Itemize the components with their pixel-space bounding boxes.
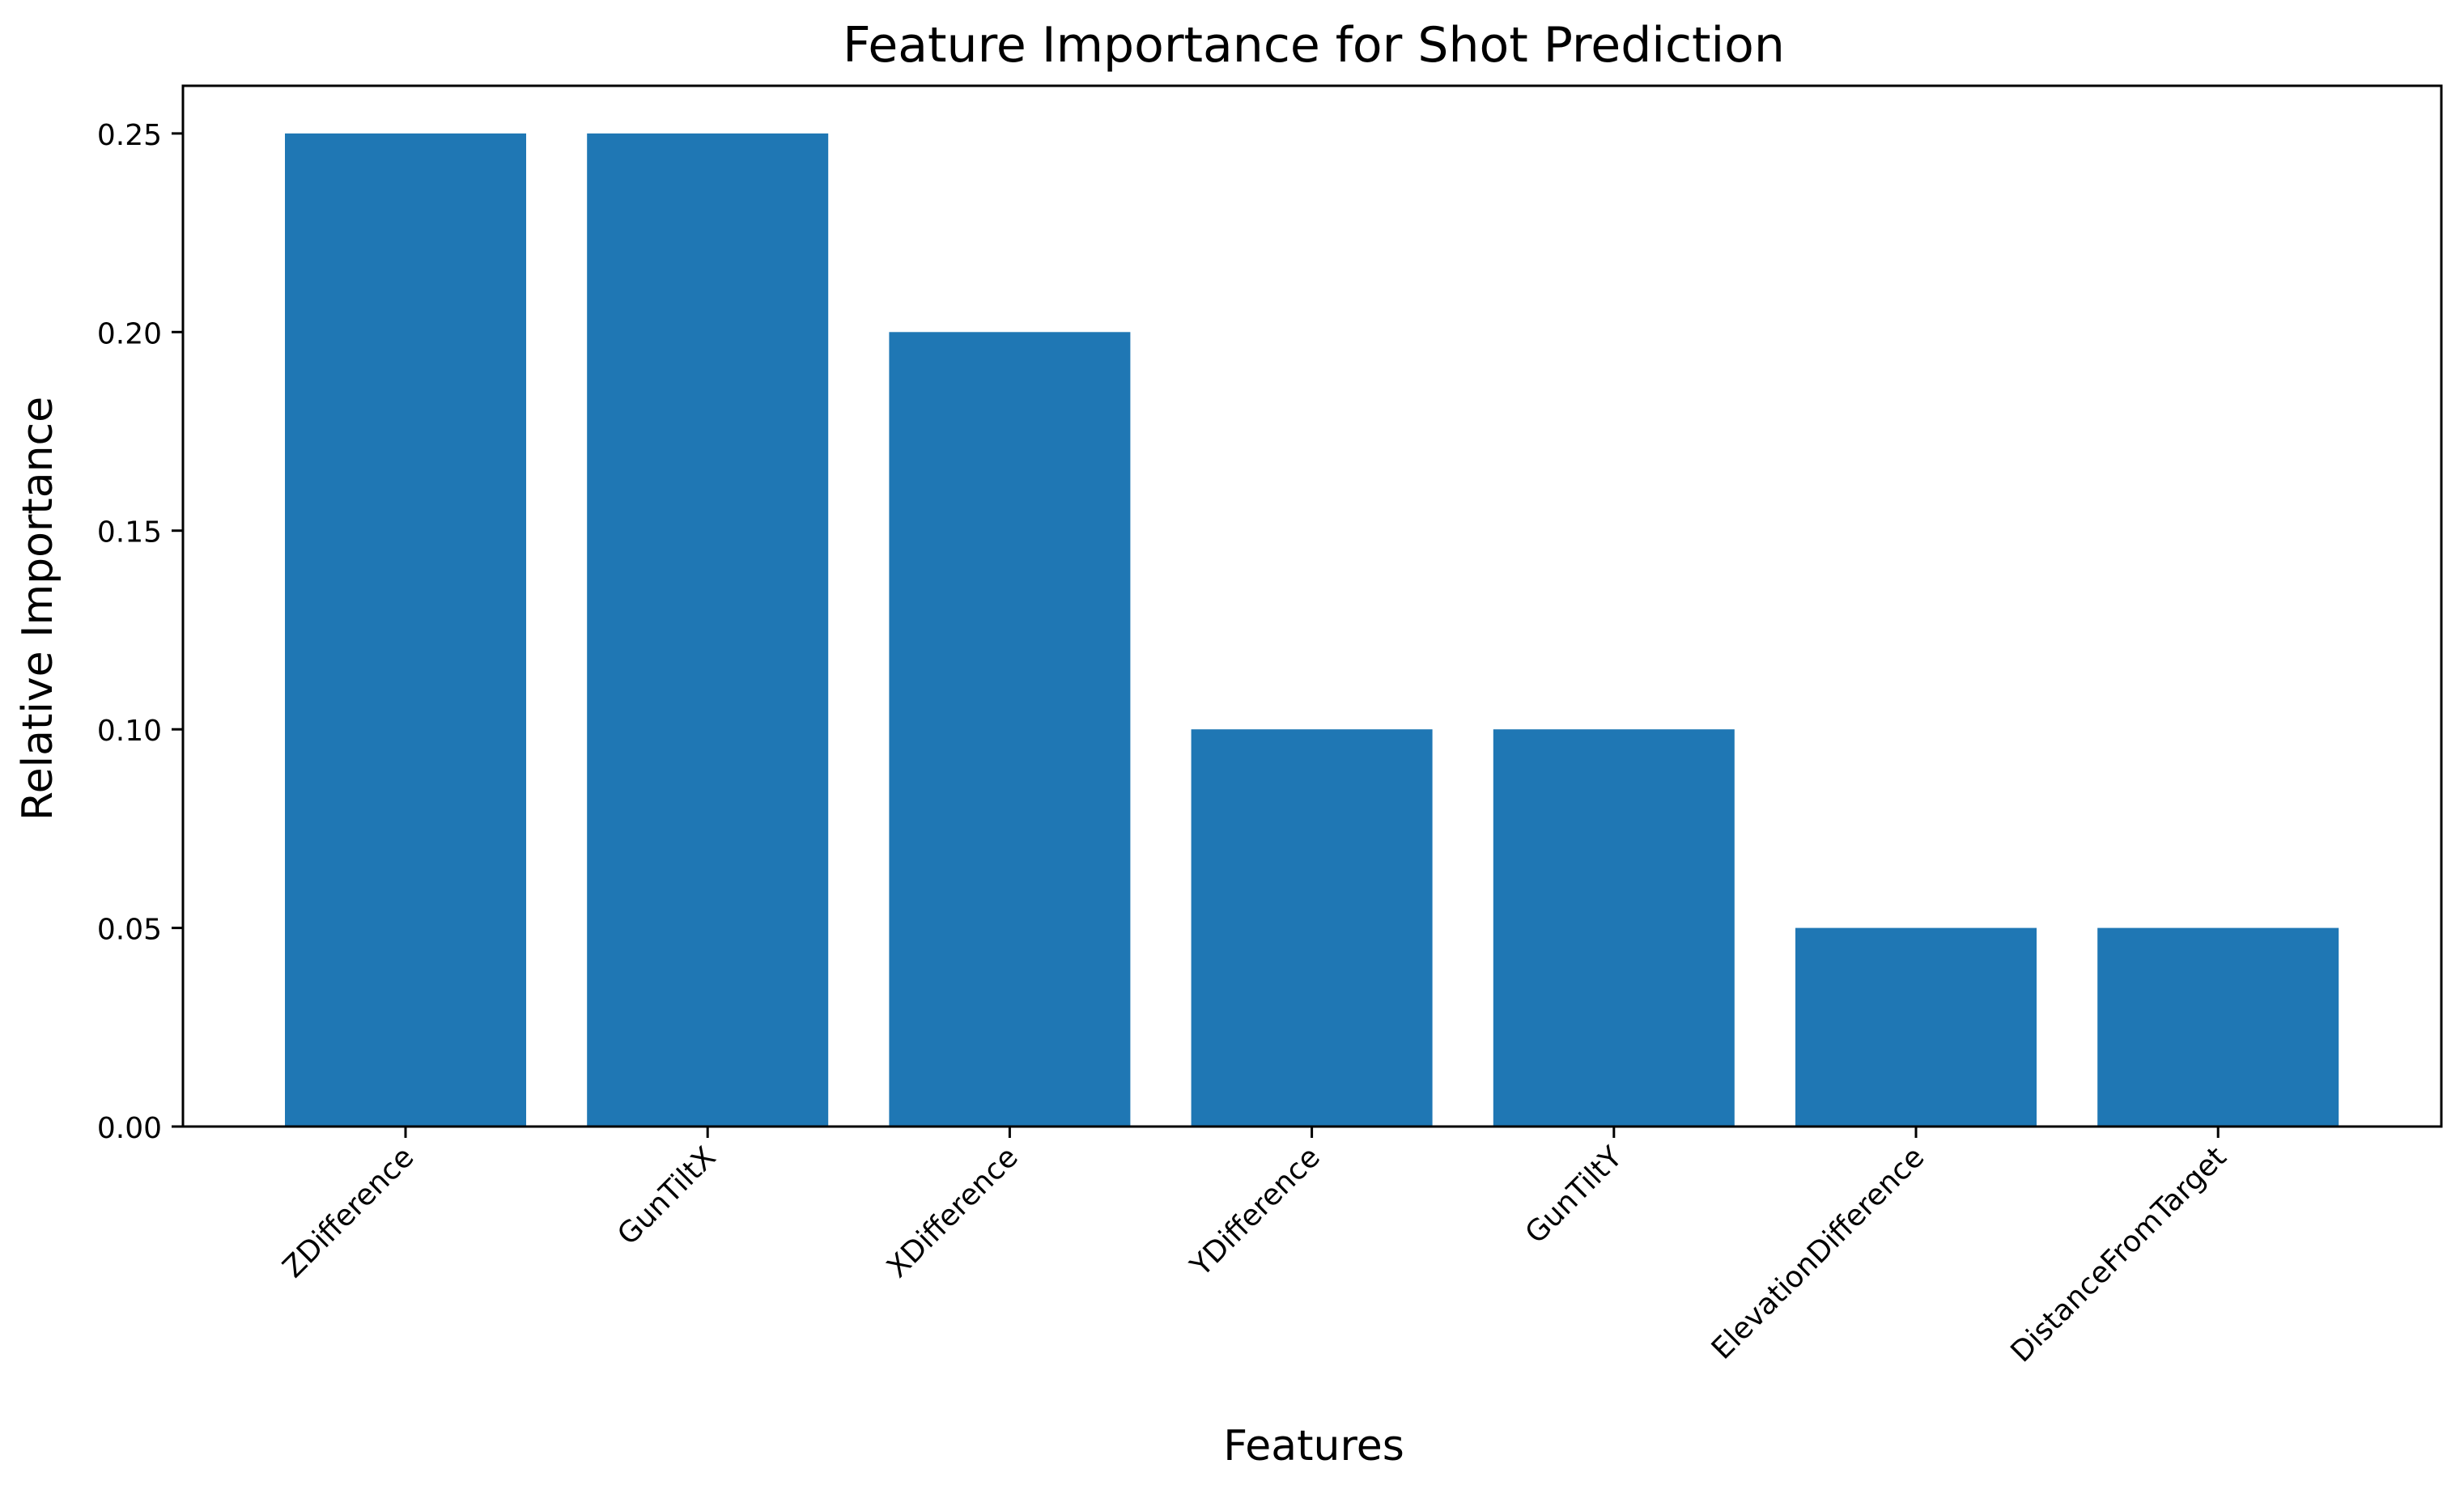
- bar-zdifference: [285, 133, 526, 1127]
- chart-title: Feature Importance for Shot Prediction: [843, 17, 1785, 74]
- y-tick-label: 0.05: [97, 914, 162, 947]
- plot-frame: [181, 84, 2443, 1128]
- bar-xdifference: [889, 332, 1131, 1127]
- bar-elevationdifference: [1795, 927, 2037, 1127]
- y-axis-label: Relative Importance: [14, 397, 62, 821]
- y-tick-label: 0.20: [97, 317, 162, 350]
- x-axis-label: Features: [1223, 1422, 1404, 1470]
- y-tick-label: 0.10: [97, 715, 162, 748]
- y-tick-label: 0.25: [97, 119, 162, 152]
- bar-distancefromtarget: [2097, 927, 2339, 1127]
- bars-layer: [285, 133, 2339, 1127]
- bar-guntilty: [1493, 729, 1735, 1127]
- y-tick-label: 0.00: [97, 1112, 162, 1145]
- y-tick-label: 0.15: [97, 516, 162, 550]
- y-axis: 0.00 0.05 0.10 0.15 0.20 0.25: [97, 119, 183, 1145]
- bar-guntiltx: [587, 133, 829, 1127]
- bar-ydifference: [1191, 729, 1433, 1127]
